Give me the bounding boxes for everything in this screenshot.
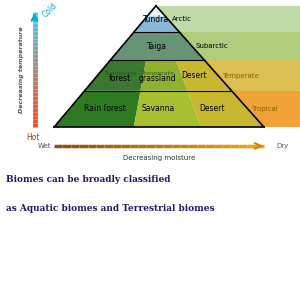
Text: Decreasing temperature: Decreasing temperature <box>19 26 23 113</box>
Text: Temperate: Temperate <box>141 71 175 76</box>
Polygon shape <box>54 91 140 127</box>
Text: Temperate: Temperate <box>222 73 259 79</box>
Text: Rain forest: Rain forest <box>84 104 126 114</box>
Polygon shape <box>85 60 146 91</box>
Text: Taiga: Taiga <box>147 42 167 51</box>
Polygon shape <box>110 32 205 60</box>
Text: as Aquatic biomes and Terrestrial biomes: as Aquatic biomes and Terrestrial biomes <box>6 203 214 213</box>
Polygon shape <box>134 6 180 32</box>
Polygon shape <box>110 32 205 60</box>
Polygon shape <box>188 91 264 127</box>
Text: Tundra: Tundra <box>143 15 170 24</box>
Polygon shape <box>176 60 232 91</box>
Polygon shape <box>147 6 166 17</box>
Text: Biomes can be broadly classified: Biomes can be broadly classified <box>6 175 170 184</box>
Text: Desert: Desert <box>181 71 207 80</box>
Text: grassland: grassland <box>139 73 176 82</box>
Text: Savanna: Savanna <box>142 104 175 114</box>
Text: Cold: Cold <box>40 1 59 19</box>
Polygon shape <box>156 6 300 32</box>
Text: Arctic: Arctic <box>172 16 191 22</box>
Polygon shape <box>140 60 188 91</box>
Text: Subarctic: Subarctic <box>196 43 229 49</box>
Text: Desert: Desert <box>199 104 225 114</box>
Text: Temperate: Temperate <box>103 71 137 76</box>
Polygon shape <box>232 91 300 127</box>
Text: Tropical: Tropical <box>251 106 278 112</box>
Text: Dry: Dry <box>276 143 288 149</box>
Text: forest: forest <box>109 73 131 82</box>
Text: Hot: Hot <box>26 133 40 142</box>
Polygon shape <box>134 91 201 127</box>
Text: Wet: Wet <box>38 143 51 149</box>
Text: Decreasing moisture: Decreasing moisture <box>123 155 195 161</box>
Polygon shape <box>180 32 300 60</box>
Polygon shape <box>205 60 300 91</box>
